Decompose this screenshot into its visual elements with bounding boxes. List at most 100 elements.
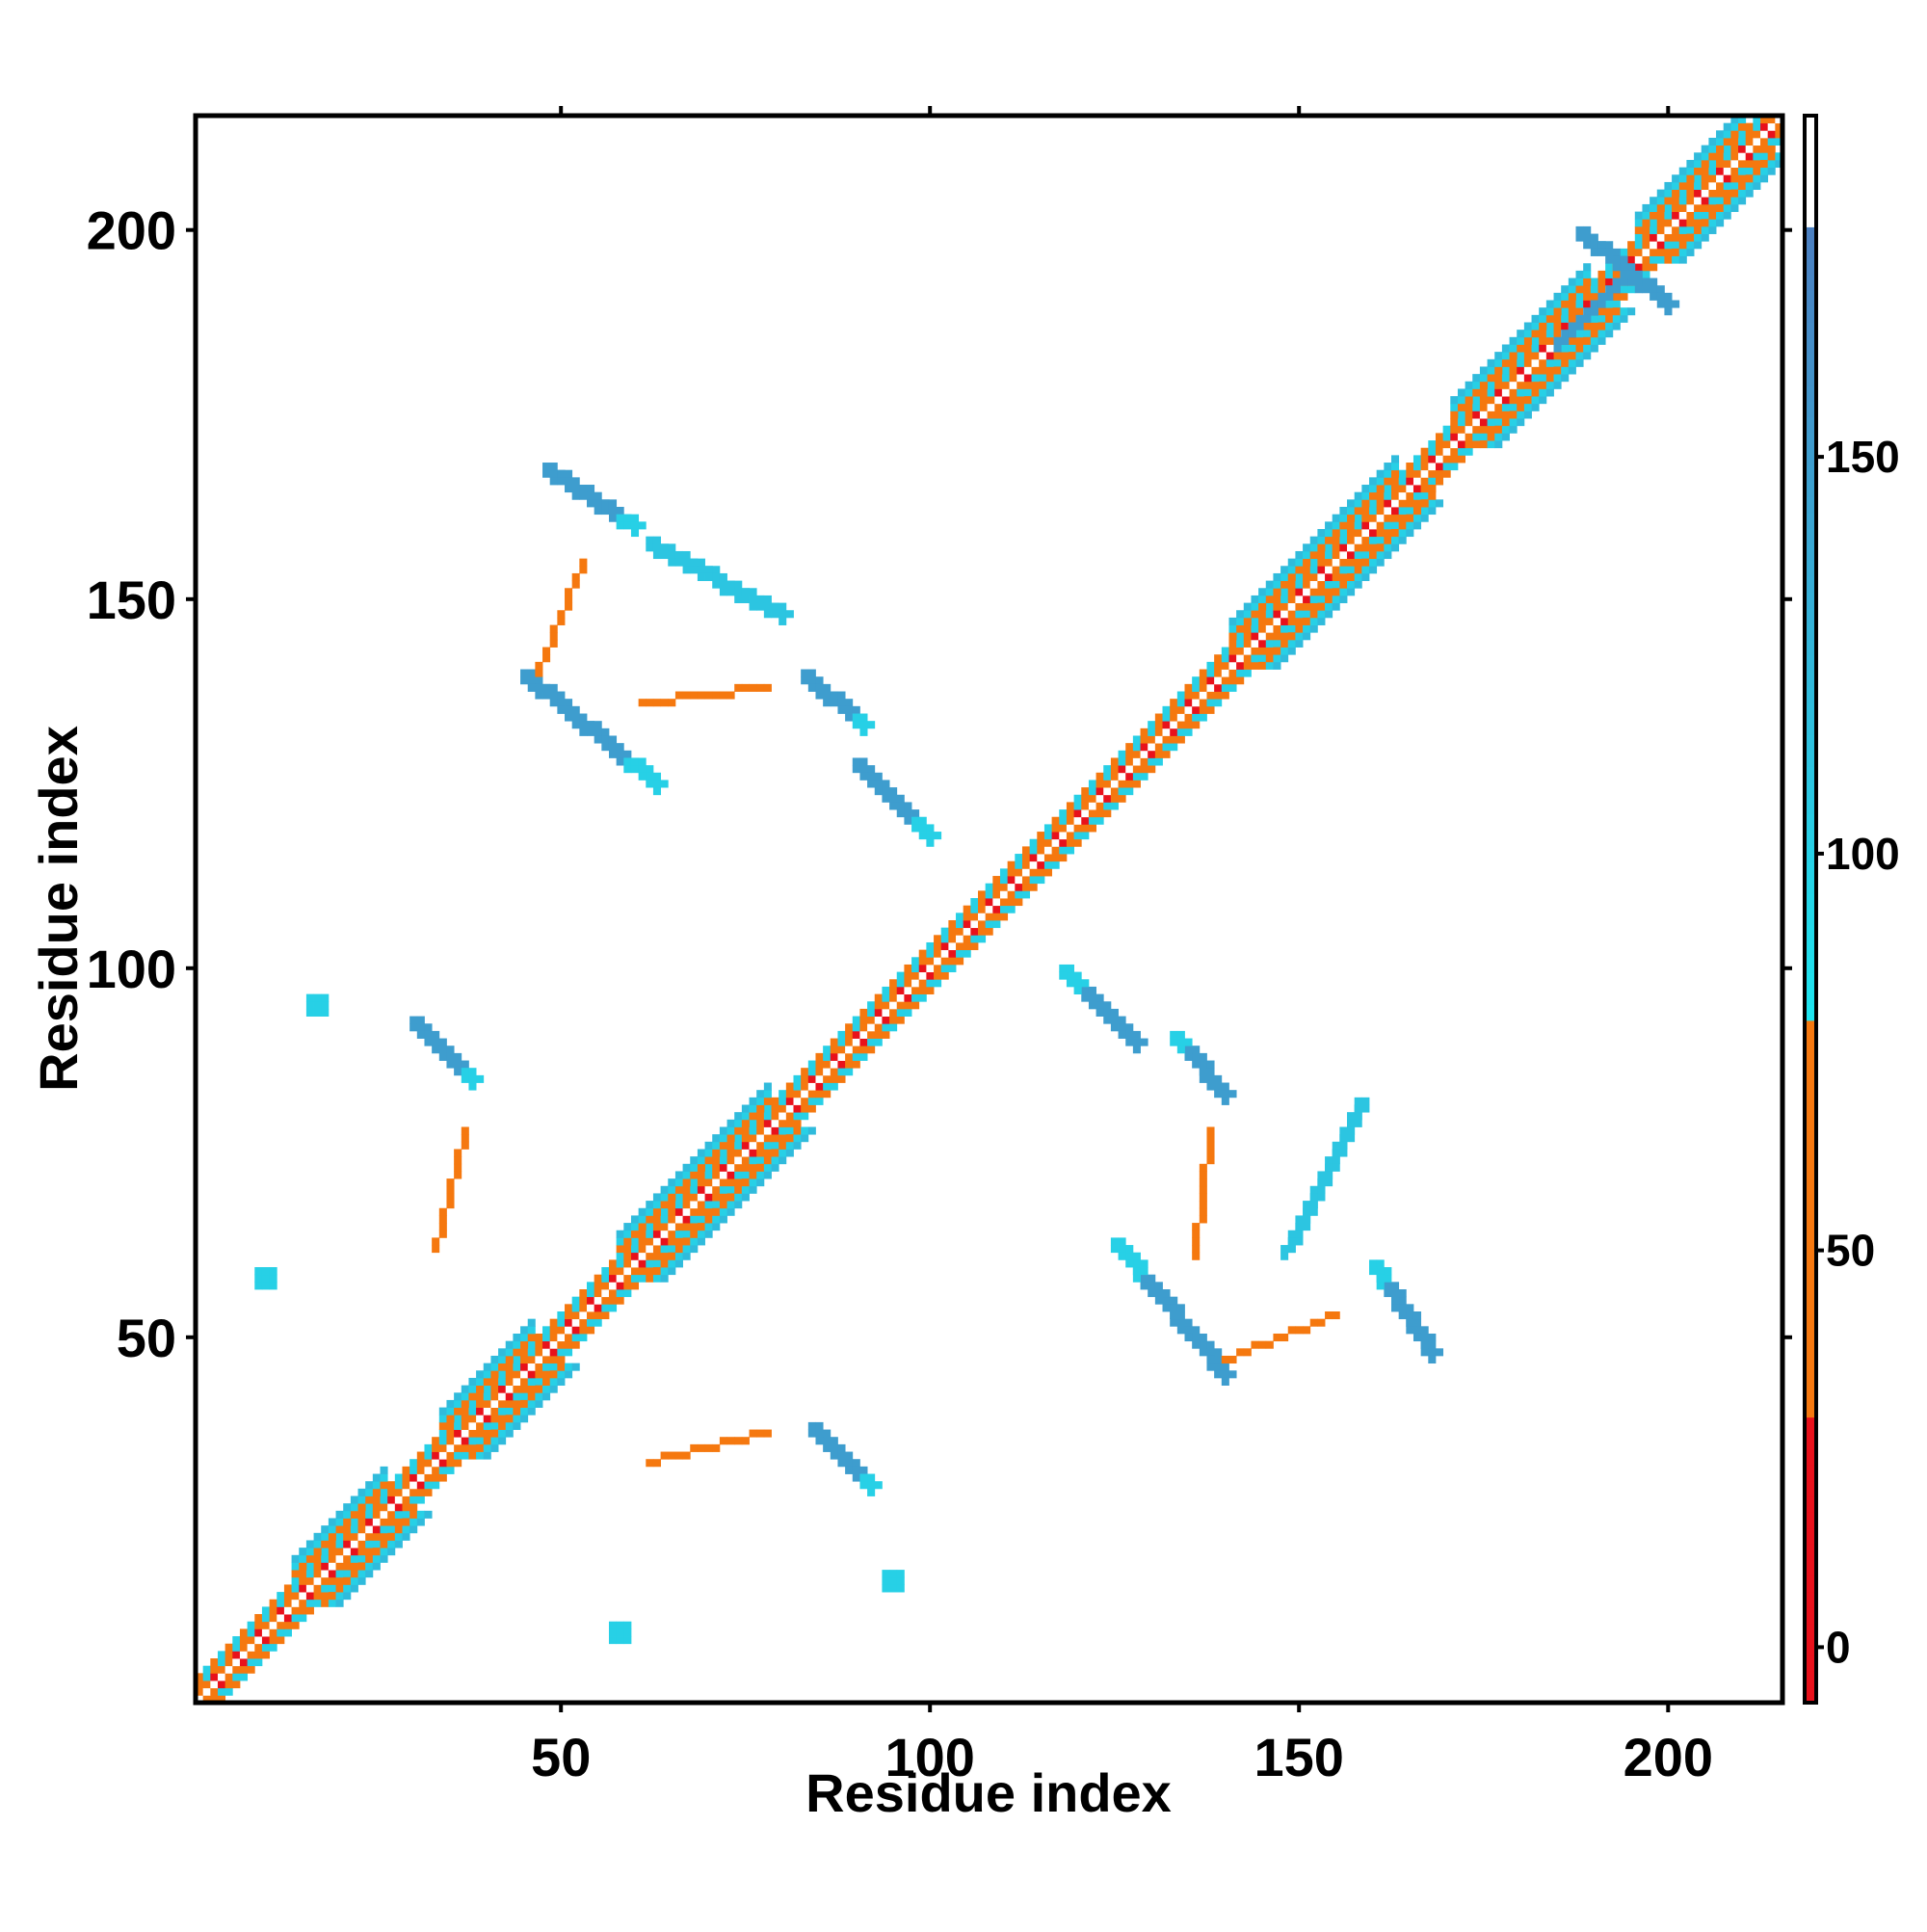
heatmap-cell xyxy=(1583,241,1592,250)
heatmap-cell xyxy=(505,1415,514,1423)
heatmap-cell xyxy=(616,1267,624,1276)
colorbar-segment xyxy=(1805,1068,1816,1085)
heatmap-cell xyxy=(594,507,602,516)
heatmap-cell xyxy=(1339,1149,1348,1157)
heatmap-cell xyxy=(1701,203,1709,212)
heatmap-cell xyxy=(305,1576,314,1585)
heatmap-cell xyxy=(1612,263,1621,272)
heatmap-cell xyxy=(1605,292,1614,301)
heatmap-cell xyxy=(1258,595,1267,603)
heatmap-cell xyxy=(1656,241,1665,250)
heatmap-cell xyxy=(438,1215,447,1224)
heatmap-cell xyxy=(1465,396,1473,405)
heatmap-cell xyxy=(291,1592,300,1601)
heatmap-cell xyxy=(321,1554,330,1563)
heatmap-cell xyxy=(254,1636,263,1645)
heatmap-cell xyxy=(1303,1201,1311,1209)
heatmap-cell xyxy=(1132,750,1141,758)
heatmap-cell xyxy=(712,1193,721,1202)
heatmap-cell xyxy=(1553,314,1562,323)
heatmap-cell xyxy=(940,935,949,943)
heatmap-cell xyxy=(948,919,957,929)
heatmap-cell xyxy=(623,1621,632,1629)
heatmap-cell xyxy=(1073,971,1082,980)
heatmap-cell xyxy=(1265,654,1274,663)
heatmap-cell xyxy=(1694,167,1703,175)
heatmap-cell xyxy=(305,1599,314,1607)
heatmap-cell xyxy=(1494,410,1503,419)
heatmap-cell xyxy=(904,816,912,825)
heatmap-cell xyxy=(779,610,787,619)
heatmap-cell xyxy=(594,1282,602,1290)
heatmap-cell xyxy=(801,1112,809,1121)
heatmap-cell xyxy=(424,1459,433,1468)
colorbar-tick-label: 50 xyxy=(1826,1226,1875,1276)
heatmap-cell xyxy=(1634,285,1643,294)
heatmap-cell xyxy=(402,1532,410,1541)
heatmap-cell xyxy=(1753,167,1761,175)
colorbar-segment xyxy=(1805,607,1816,624)
heatmap-cell xyxy=(1634,263,1643,272)
heatmap-cell xyxy=(1110,765,1119,774)
heatmap-cell xyxy=(1465,425,1473,434)
heatmap-cell xyxy=(1132,1259,1141,1268)
heatmap-cell xyxy=(565,477,573,486)
heatmap-cell xyxy=(763,1171,772,1179)
heatmap-cell xyxy=(1561,352,1570,360)
heatmap-cell xyxy=(660,1451,669,1460)
heatmap-cell xyxy=(616,507,624,516)
heatmap-cell xyxy=(1694,203,1703,212)
heatmap-cell xyxy=(1701,159,1709,169)
heatmap-cell xyxy=(1110,780,1119,788)
heatmap-cell xyxy=(1339,521,1348,530)
heatmap-cell xyxy=(970,927,979,936)
heatmap-cell xyxy=(1457,440,1465,449)
heatmap-cell xyxy=(1376,469,1385,478)
heatmap-cell xyxy=(402,1488,410,1496)
heatmap-cell xyxy=(1176,735,1185,744)
heatmap-cell xyxy=(1678,219,1687,227)
heatmap-cell xyxy=(549,1326,558,1335)
heatmap-cell xyxy=(771,1104,779,1113)
heatmap-cell xyxy=(1309,580,1318,589)
heatmap-cell xyxy=(1059,816,1068,825)
heatmap-cell xyxy=(963,927,971,936)
heatmap-cell xyxy=(815,1437,824,1445)
heatmap-cell xyxy=(1561,336,1570,345)
heatmap-cell xyxy=(269,1282,277,1290)
heatmap-cell xyxy=(1708,137,1717,146)
heatmap-cell xyxy=(623,1274,632,1283)
heatmap-cell xyxy=(1487,381,1495,389)
heatmap-cell xyxy=(454,1407,462,1416)
colorbar-segment xyxy=(1805,1623,1816,1640)
heatmap-cell xyxy=(1583,330,1592,338)
heatmap-cell xyxy=(785,1134,794,1143)
heatmap-cell xyxy=(283,1621,292,1629)
heatmap-cell xyxy=(1066,979,1074,988)
heatmap-cell xyxy=(1125,1252,1134,1260)
heatmap-cell xyxy=(1753,174,1761,183)
heatmap-cell xyxy=(690,566,699,574)
heatmap-cell xyxy=(1642,263,1650,272)
heatmap-cell xyxy=(763,1141,772,1150)
heatmap-cell xyxy=(1523,322,1532,331)
heatmap-cell xyxy=(1206,1126,1215,1135)
heatmap-cell xyxy=(1265,610,1274,619)
heatmap-cell xyxy=(247,1665,255,1674)
heatmap-cell xyxy=(520,1407,529,1416)
heatmap-cell xyxy=(1738,181,1747,190)
heatmap-cell xyxy=(1162,713,1171,722)
heatmap-cell xyxy=(350,1532,358,1541)
heatmap-cell xyxy=(1118,750,1126,758)
heatmap-cell xyxy=(867,1030,876,1039)
heatmap-cell xyxy=(335,1518,344,1526)
heatmap-cell xyxy=(719,580,727,589)
heatmap-cell xyxy=(350,1503,358,1512)
colorbar-segment xyxy=(1805,1178,1816,1196)
heatmap-cell xyxy=(1228,617,1237,625)
heatmap-cell xyxy=(1760,145,1769,153)
heatmap-cell xyxy=(1501,358,1510,367)
heatmap-cell xyxy=(918,832,927,840)
heatmap-cell xyxy=(668,1237,676,1246)
heatmap-cell xyxy=(1620,292,1628,301)
